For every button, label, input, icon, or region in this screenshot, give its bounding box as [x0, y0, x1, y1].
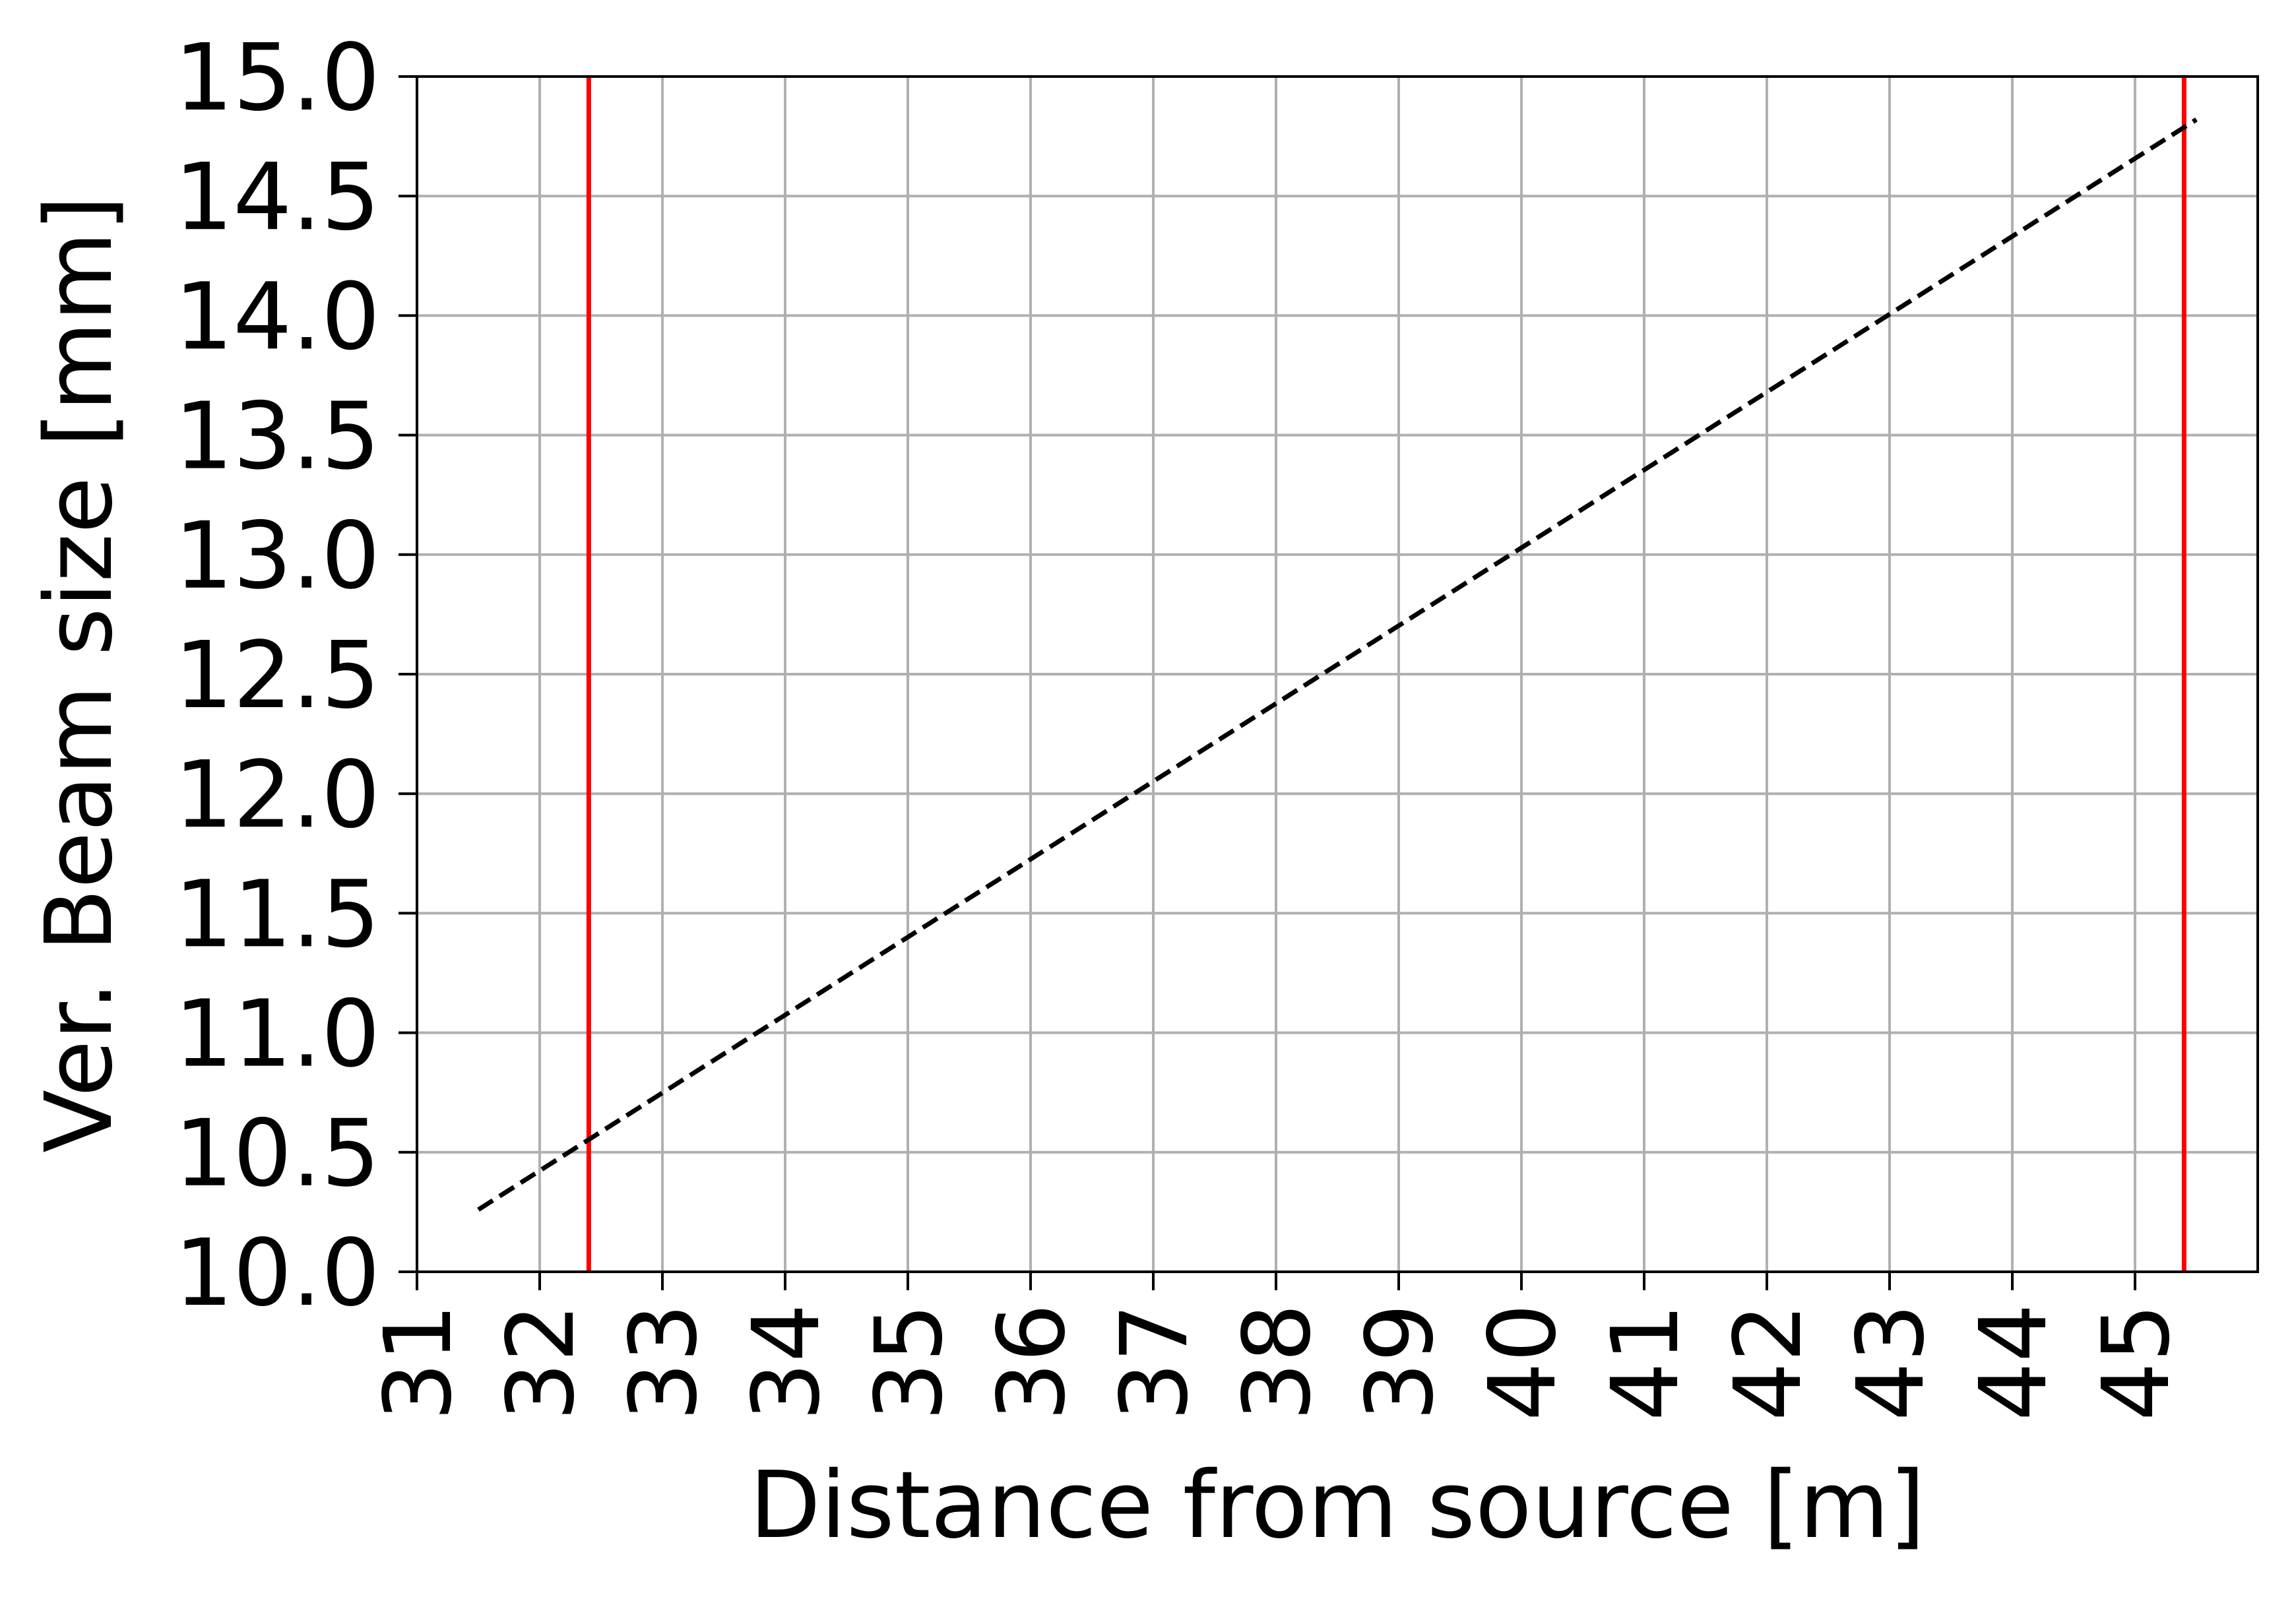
x-tick-label: 35	[856, 1303, 963, 1421]
x-tick-label: 32	[488, 1303, 595, 1421]
x-tick-label: 31	[365, 1303, 472, 1421]
x-tick-label: 36	[978, 1303, 1086, 1421]
y-tick-label: 14.5	[174, 144, 380, 251]
vertical-markers	[586, 77, 2186, 1272]
x-tick-label: 43	[1837, 1303, 1945, 1421]
data-series-line	[477, 117, 2198, 1212]
y-tick-label: 12.0	[174, 741, 380, 849]
y-axis-label: Ver. Beam size [mm]	[26, 195, 133, 1153]
y-tick-label: 15.0	[174, 24, 380, 132]
x-tick-label: 40	[1469, 1303, 1577, 1421]
series	[477, 117, 2198, 1212]
x-axis-label: Distance from source [m]	[749, 1452, 1925, 1559]
y-tick-label: 13.5	[174, 383, 380, 491]
x-tick-label: 39	[1347, 1303, 1454, 1421]
y-tick-label: 10.0	[174, 1220, 380, 1327]
grid	[416, 75, 2258, 1273]
x-tick-label: 37	[1101, 1303, 1209, 1421]
x-tick-label: 34	[733, 1303, 841, 1421]
x-tick-label: 41	[1592, 1303, 1700, 1421]
y-tick-label: 11.0	[174, 981, 380, 1088]
y-tick-label: 13.0	[174, 503, 380, 610]
y-tick-label: 10.5	[174, 1100, 380, 1208]
y-tick-label: 14.0	[174, 263, 380, 371]
x-tick-label: 44	[1960, 1303, 2068, 1421]
y-tick-label: 11.5	[174, 861, 380, 968]
x-tick-label: 33	[610, 1303, 718, 1421]
x-tick-label: 38	[1224, 1303, 1331, 1421]
x-tick-label: 45	[2083, 1303, 2190, 1421]
tick-labels: 31 32 33 34 35 36 37 38 39 40 41 42 43 44 45 10.0 10.5 11…	[174, 24, 2190, 1421]
y-tick-label: 12.5	[174, 622, 380, 730]
ticks	[399, 75, 2136, 1290]
x-tick-label: 42	[1715, 1303, 1822, 1421]
